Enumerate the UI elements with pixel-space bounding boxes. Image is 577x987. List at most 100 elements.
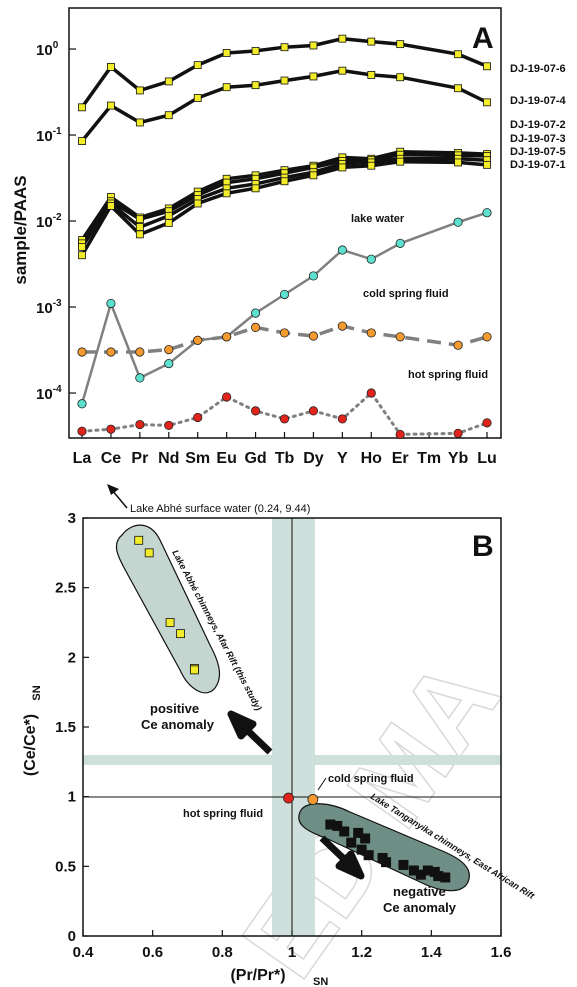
data-point: [308, 331, 319, 341]
data-point: [453, 428, 463, 438]
data-point: [482, 332, 492, 342]
series-line-dj-19-07-3: [80, 152, 488, 245]
data-point: [135, 223, 144, 232]
data-point: [280, 43, 289, 52]
panel-a-xtick-label: Gd: [244, 450, 266, 467]
panel-a-xtick-label: Pr: [131, 450, 148, 467]
panel-b-ylabel-sub: SN: [31, 685, 43, 700]
panel-b-ytick-label: 2.5: [55, 580, 76, 597]
abhe-point: [176, 629, 185, 639]
data-point: [193, 61, 202, 70]
data-point: [454, 158, 462, 167]
data-point: [164, 211, 173, 220]
data-point: [309, 41, 318, 50]
panel-a-ytick-label: 10-1: [36, 126, 62, 145]
negative-anomaly-arrow: [319, 835, 365, 880]
data-point: [279, 328, 290, 338]
series-line-cold-spring-fluid: [82, 324, 488, 354]
tanganyika-point: [377, 852, 388, 863]
data-point: [135, 373, 145, 383]
data-point: [193, 412, 203, 423]
panel-b-ytick-label: 2: [68, 649, 76, 666]
data-point: [454, 84, 462, 93]
data-point: [366, 254, 376, 264]
hot-spring-label-b: hot spring fluid: [183, 808, 263, 820]
data-point: [164, 358, 174, 369]
data-point: [338, 163, 347, 172]
data-point: [164, 77, 173, 86]
series-label: DJ-19-07-2: [510, 119, 566, 131]
tanganyika-point: [363, 850, 374, 861]
panel-a-ylabel: sample/PAAS: [11, 175, 30, 284]
data-point: [396, 157, 405, 166]
series-label: DJ-19-07-5: [510, 146, 566, 158]
pr-anomaly-band: [272, 518, 315, 936]
panel-a-xtick-label: Lu: [477, 450, 497, 467]
data-point: [483, 160, 491, 169]
data-point: [78, 243, 86, 251]
data-point: [78, 251, 86, 260]
data-point: [250, 308, 261, 318]
tanganyika-point: [332, 820, 343, 831]
data-point: [222, 83, 231, 92]
panel-a-ytick-label: 10-3: [36, 298, 62, 317]
tanganyika-point: [440, 872, 451, 883]
hot-spring-point: [283, 792, 294, 804]
panel-b-xtick-label: 0.4: [73, 944, 95, 961]
panel-b-xtick-label: 1.6: [491, 944, 512, 961]
abhe-point: [134, 535, 144, 545]
panel-b-ytick-label: 1.5: [55, 719, 76, 736]
panel-b-ytick-label: 0.5: [55, 858, 76, 875]
data-point: [280, 76, 289, 85]
data-point: [135, 347, 145, 357]
data-point: [193, 199, 202, 208]
panel-b-xlabel-sub: SN: [313, 976, 328, 987]
series-line-dj-19-07-5: [80, 156, 488, 248]
data-point: [77, 347, 87, 357]
data-point: [222, 392, 232, 402]
series-line-dj-19-07-2: [80, 149, 488, 242]
data-point: [338, 34, 347, 43]
data-point: [309, 72, 318, 81]
series-label: DJ-19-07-3: [510, 133, 566, 145]
panel-a-xtick-label: Tb: [275, 450, 295, 467]
data-point: [77, 399, 87, 409]
data-point: [366, 328, 376, 338]
negative-label-1: negative: [393, 884, 446, 899]
panel-a-xtick-label: Eu: [216, 450, 236, 467]
data-point: [280, 177, 289, 186]
series-label: DJ-19-07-4: [510, 95, 567, 107]
data-point: [107, 201, 115, 210]
panel-b-marks: [134, 535, 451, 883]
data-point: [308, 271, 319, 281]
panel-a: A sample/PAAS 100 10-1 10-2 10-3 10-4 La Ce Pr…: [11, 7, 567, 467]
panel-b-xtick-label: 1.2: [351, 944, 372, 961]
data-point: [222, 189, 231, 198]
data-point: [395, 332, 405, 342]
panel-b-letter: B: [472, 530, 494, 563]
data-point: [309, 171, 318, 180]
cold-spring-leader: [317, 777, 327, 791]
panel-a-xtick-label: Y: [337, 450, 348, 467]
data-point: [107, 62, 115, 71]
cold-spring-label-b: cold spring fluid: [328, 773, 414, 785]
tanganyika-point: [415, 869, 426, 880]
series-label: DJ-19-07-6: [510, 63, 566, 75]
surface-water-label: Lake Abhé surface water (0.24, 9.44): [130, 503, 310, 515]
data-point: [367, 71, 376, 79]
data-point: [222, 332, 232, 342]
data-point: [308, 406, 319, 416]
data-point: [78, 137, 86, 146]
data-point: [106, 298, 116, 309]
positive-anomaly-arrow: [227, 710, 273, 755]
data-point: [135, 215, 144, 224]
panel-b-xtick-label: 0.8: [212, 944, 233, 961]
panel-b-ytick-label: 1: [68, 789, 76, 806]
data-point: [337, 414, 347, 424]
data-point: [251, 81, 260, 90]
data-point: [279, 289, 290, 300]
surface-water-arrow-line: [111, 489, 128, 509]
data-point: [395, 238, 405, 248]
series-line-dj-19-07-4: [80, 68, 488, 143]
